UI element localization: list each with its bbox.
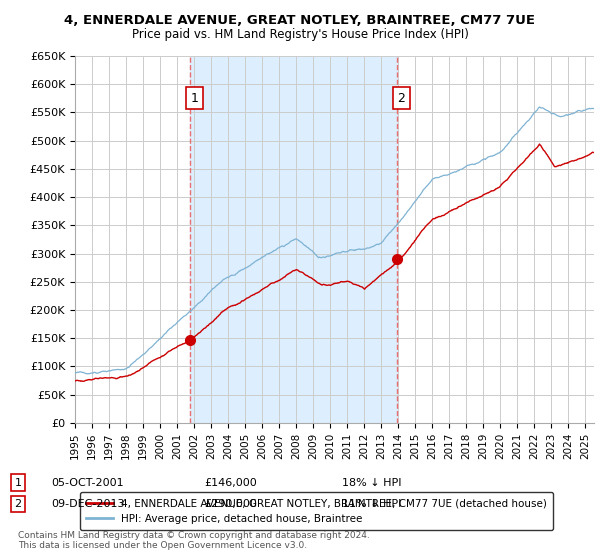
Text: 2: 2 — [397, 92, 406, 105]
Bar — [190, 56, 397, 423]
Text: 1: 1 — [14, 478, 22, 488]
Text: £290,000: £290,000 — [204, 499, 257, 509]
Text: £146,000: £146,000 — [204, 478, 257, 488]
Text: 1: 1 — [190, 92, 198, 105]
Text: Contains HM Land Registry data © Crown copyright and database right 2024.
This d: Contains HM Land Registry data © Crown c… — [18, 531, 370, 550]
Text: 09-DEC-2013: 09-DEC-2013 — [51, 499, 125, 509]
Legend: 4, ENNERDALE AVENUE, GREAT NOTLEY, BRAINTREE, CM77 7UE (detached house), HPI: Av: 4, ENNERDALE AVENUE, GREAT NOTLEY, BRAIN… — [80, 492, 553, 530]
Text: 18% ↓ HPI: 18% ↓ HPI — [342, 478, 401, 488]
Text: 2: 2 — [14, 499, 22, 509]
Text: 4, ENNERDALE AVENUE, GREAT NOTLEY, BRAINTREE, CM77 7UE: 4, ENNERDALE AVENUE, GREAT NOTLEY, BRAIN… — [65, 14, 536, 27]
Text: Price paid vs. HM Land Registry's House Price Index (HPI): Price paid vs. HM Land Registry's House … — [131, 28, 469, 41]
Text: 11% ↓ HPI: 11% ↓ HPI — [342, 499, 401, 509]
Text: 05-OCT-2001: 05-OCT-2001 — [51, 478, 124, 488]
